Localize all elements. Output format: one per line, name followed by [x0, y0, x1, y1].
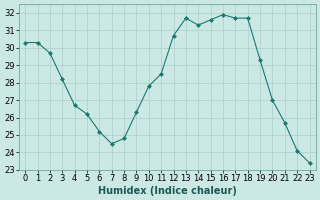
X-axis label: Humidex (Indice chaleur): Humidex (Indice chaleur) [98, 186, 237, 196]
